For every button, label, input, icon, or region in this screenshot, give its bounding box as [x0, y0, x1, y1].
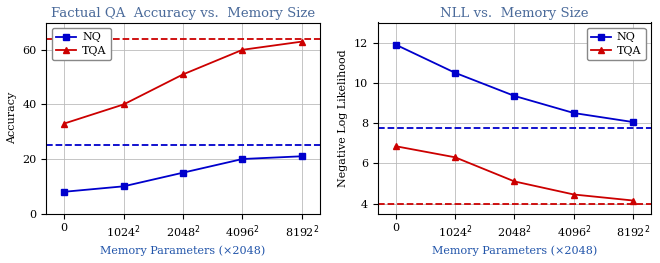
- NQ: [392, 43, 400, 46]
- X-axis label: Memory Parameters (×2048): Memory Parameters (×2048): [432, 245, 597, 256]
- NQ: [179, 171, 187, 174]
- NQ: [298, 155, 306, 158]
- Line: NQ: NQ: [61, 153, 305, 195]
- X-axis label: Memory Parameters (×2048): Memory Parameters (×2048): [100, 245, 266, 256]
- Line: TQA: TQA: [61, 38, 305, 127]
- NQ: [60, 190, 68, 193]
- Y-axis label: Negative Log Likelihood: Negative Log Likelihood: [339, 49, 348, 187]
- NQ: [119, 185, 127, 188]
- Line: NQ: NQ: [393, 42, 636, 125]
- TQA: [510, 180, 518, 183]
- NQ: [451, 71, 459, 74]
- NQ: [570, 112, 578, 115]
- TQA: [570, 193, 578, 196]
- TQA: [392, 145, 400, 148]
- TQA: [298, 40, 306, 43]
- TQA: [179, 73, 187, 76]
- Legend: NQ, TQA: NQ, TQA: [52, 28, 111, 60]
- TQA: [629, 199, 637, 202]
- Line: TQA: TQA: [393, 143, 636, 204]
- Legend: NQ, TQA: NQ, TQA: [587, 28, 645, 60]
- TQA: [451, 156, 459, 159]
- NQ: [238, 158, 246, 161]
- TQA: [238, 48, 246, 51]
- TQA: [60, 122, 68, 125]
- NQ: [629, 120, 637, 124]
- TQA: [119, 103, 127, 106]
- Title: Factual QA  Accuracy vs.  Memory Size: Factual QA Accuracy vs. Memory Size: [51, 7, 315, 20]
- Y-axis label: Accuracy: Accuracy: [7, 92, 17, 144]
- NQ: [510, 94, 518, 98]
- Title: NLL vs.  Memory Size: NLL vs. Memory Size: [440, 7, 589, 20]
